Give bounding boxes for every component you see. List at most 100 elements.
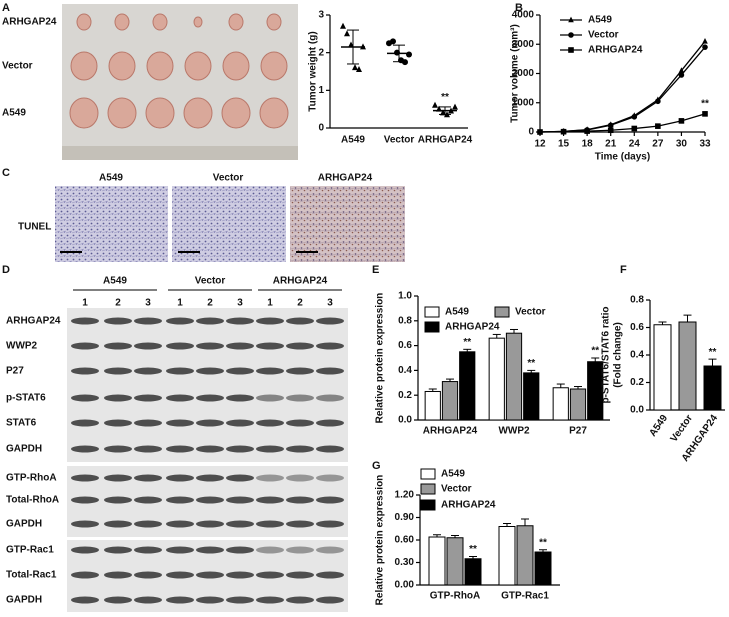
marker	[607, 122, 614, 129]
blot-band	[166, 419, 194, 427]
blot-band	[71, 596, 99, 604]
tunel-image	[290, 186, 405, 262]
blot-label: WWP2	[6, 341, 38, 352]
tumor	[76, 13, 92, 31]
blot-band	[134, 496, 162, 504]
tumor	[193, 16, 203, 28]
marker	[432, 101, 438, 108]
blot-band	[256, 394, 284, 402]
y-tick-label: 0.4	[630, 350, 644, 361]
blot-band	[104, 367, 132, 375]
blot-band	[196, 342, 224, 350]
blot-band	[286, 367, 314, 375]
blot-band	[226, 474, 254, 482]
blot-band	[104, 342, 132, 350]
blot-band	[104, 546, 132, 554]
panel-letter: B	[515, 2, 523, 14]
marker	[406, 51, 412, 58]
bar	[441, 381, 459, 421]
x-tick-label: Vector	[384, 135, 415, 146]
blot-band	[226, 596, 254, 604]
bar	[569, 388, 587, 421]
blot-band	[196, 496, 224, 504]
significance: **	[709, 347, 717, 358]
tumor	[108, 51, 136, 81]
blot-label: GAPDH	[6, 519, 42, 530]
y-tick-label: 0.2	[398, 390, 412, 401]
y-tick-label: 2000	[512, 68, 535, 79]
blot-band	[196, 596, 224, 604]
blot-band	[226, 342, 254, 350]
significance: **	[539, 537, 547, 548]
blot-band	[134, 546, 162, 554]
blot-band	[256, 546, 284, 554]
legend-label: ARHGAP24	[588, 45, 643, 56]
blot-band	[196, 474, 224, 482]
marker	[584, 128, 590, 134]
x-tick-label: ARHGAP24	[423, 426, 478, 437]
blot-band	[71, 317, 99, 325]
y-tick-label: 0.6	[630, 322, 644, 333]
y-tick-label: 1	[318, 85, 324, 96]
blot-band	[71, 394, 99, 402]
blot-band	[134, 419, 162, 427]
blot-band	[316, 546, 344, 554]
blot-band	[256, 474, 284, 482]
x-tick-label: 12	[534, 139, 546, 150]
column-label: Vector	[213, 173, 244, 184]
marker	[560, 128, 567, 135]
legend-label: Vector	[588, 30, 619, 41]
blot-band	[316, 496, 344, 504]
blot-band	[226, 419, 254, 427]
bar	[424, 390, 441, 421]
blot-band	[226, 520, 254, 528]
x-tick-label: A549	[341, 135, 365, 146]
blot-label: ARHGAP24	[6, 316, 61, 327]
blot-band	[286, 394, 314, 402]
bar	[464, 558, 482, 586]
blot-band	[256, 342, 284, 350]
blot-band	[316, 571, 344, 579]
group-label: ARHGAP24	[273, 276, 328, 287]
blot-band	[196, 520, 224, 528]
significance: **	[463, 337, 471, 348]
blot-band	[104, 394, 132, 402]
blot-band	[104, 596, 132, 604]
blot-band	[166, 317, 194, 325]
x-tick-label: A549	[647, 413, 670, 439]
blot-band	[104, 445, 132, 453]
group-label: A549	[103, 276, 127, 287]
blot-band	[196, 419, 224, 427]
blot-band	[286, 571, 314, 579]
blot-band	[226, 394, 254, 402]
row-label: Vector	[2, 61, 33, 72]
lane-label: 2	[297, 298, 303, 309]
blot-band	[256, 520, 284, 528]
legend-label: Vector	[515, 307, 546, 318]
y-tick-label: 1.0	[398, 291, 412, 302]
marker	[702, 44, 708, 50]
legend-label: A549	[441, 469, 465, 480]
x-tick-label: 27	[652, 139, 664, 150]
legend-label: Vector	[441, 484, 472, 495]
y-tick-label: 0.0	[630, 405, 644, 416]
x-tick-label: 30	[676, 139, 688, 150]
significance: **	[527, 358, 535, 369]
marker	[568, 16, 574, 23]
blot-band	[316, 419, 344, 427]
y-axis-title: p-STAT6/STAT6 ratio	[601, 306, 612, 403]
blot-band	[256, 596, 284, 604]
significance: **	[591, 346, 599, 357]
legend-label: ARHGAP24	[445, 322, 500, 333]
y-tick-label: 0	[318, 123, 324, 134]
blot-band	[226, 546, 254, 554]
y-axis-title: (Fold change)	[613, 322, 624, 388]
bar	[534, 551, 552, 586]
bar	[678, 321, 697, 411]
blot-band	[71, 367, 99, 375]
blot-band	[104, 571, 132, 579]
blot-band	[316, 474, 344, 482]
marker	[356, 66, 362, 73]
y-tick-label: 0.60	[395, 535, 415, 546]
